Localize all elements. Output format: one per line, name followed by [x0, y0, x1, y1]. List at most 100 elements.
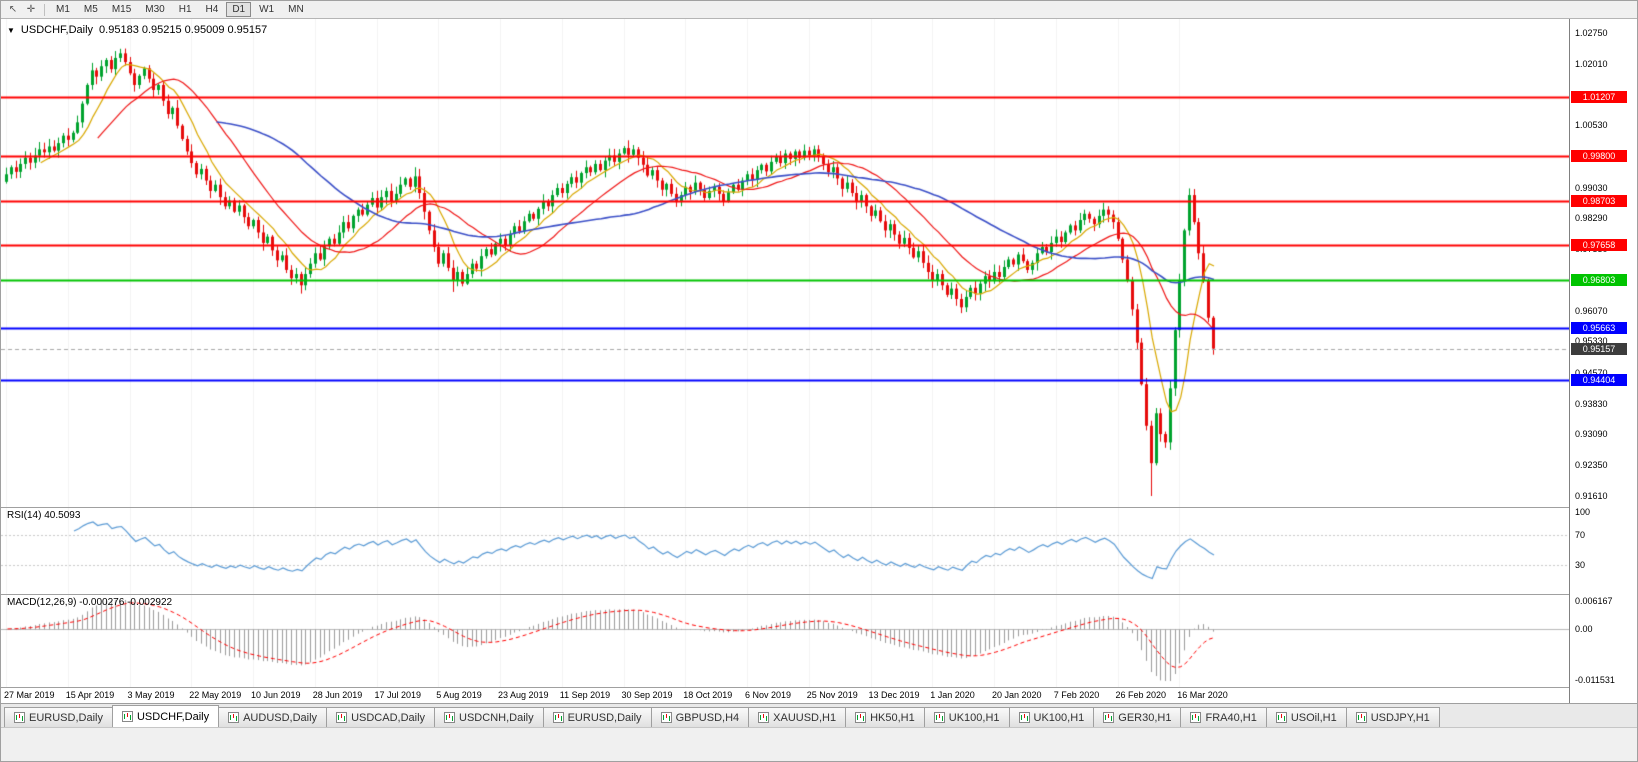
tab-label: FRA40,H1 [1205, 711, 1257, 724]
level-price-tag: 0.94404 [1571, 373, 1627, 386]
chart-icon [1190, 712, 1202, 723]
level-price-tag: 1.01207 [1571, 91, 1627, 104]
rsi-axis-tick: 100 [1575, 507, 1591, 517]
price-axis-tick: 0.92350 [1575, 460, 1608, 471]
timeframe-button-h1[interactable]: H1 [178, 4, 192, 15]
rsi-panel-canvas[interactable] [1, 508, 1569, 594]
chart-tab[interactable]: GER30,H1 [1093, 707, 1182, 727]
level-price-tag: 0.96803 [1571, 274, 1627, 287]
price-axis-tick: 0.95330 [1575, 336, 1608, 347]
price-axis-tick: 1.00530 [1575, 120, 1608, 131]
date-axis-label: 17 Jul 2019 [374, 690, 422, 700]
rsi-axis-tick: 70 [1575, 529, 1586, 540]
chart-symbol-period: USDCHF,Daily [20, 24, 94, 36]
price-axis-tick: 1.02010 [1575, 58, 1608, 69]
date-axis-label: 20 Jan 2020 [992, 690, 1042, 700]
date-axis-label: 5 Aug 2019 [436, 690, 482, 700]
status-bar [1, 727, 1637, 761]
price-axis: 1.027501.020101.012701.005300.990300.982… [1569, 19, 1637, 703]
date-axis-label: 11 Sep 2019 [559, 690, 611, 700]
rsi-label: RSI(14) 40.5093 [7, 510, 81, 521]
chart-tabbar: EURUSD,Daily USDCHF,Daily AUDUSD,Daily USDC… [1, 703, 1637, 727]
chart-tab[interactable]: XAUUSD,H1 [748, 707, 847, 727]
tab-label: USDCHF,Daily [136, 710, 210, 723]
chart-icon [855, 712, 867, 723]
tab-label: UK100,H1 [948, 711, 1000, 724]
chart-region: ▼ USDCHF,Daily 0.95183 0.95215 0.95009 0… [1, 19, 1637, 703]
panel-resize-separator[interactable] [1, 507, 1637, 508]
chart-tab[interactable]: EURUSD,Daily [4, 707, 113, 727]
price-axis-tick: 1.02750 [1575, 28, 1608, 38]
chart-tab[interactable]: USDCAD,Daily [326, 707, 436, 727]
date-axis-label: 13 Dec 2019 [868, 690, 920, 700]
toolbar-icon-group: ↖ ✛ [4, 3, 40, 17]
timeframe-button-m5[interactable]: M5 [83, 4, 98, 15]
date-axis-label: 25 Nov 2019 [806, 690, 858, 700]
tab-label: EURUSD,Daily [29, 711, 103, 724]
macd-panel-canvas[interactable] [1, 595, 1569, 687]
chart-tab[interactable]: USDCHF,Daily [111, 705, 220, 727]
date-axis-label: 23 Aug 2019 [498, 690, 549, 700]
date-axis-label: 1 Jan 2020 [930, 690, 975, 700]
tab-label: HK50,H1 [870, 711, 915, 724]
timeframe-button-d1[interactable]: D1 [226, 2, 252, 17]
price-chart-canvas[interactable] [1, 19, 1569, 507]
macd-axis-tick: -0.011531 [1575, 675, 1615, 686]
chart-icon [14, 712, 25, 723]
price-axis-tick: 0.99030 [1575, 182, 1608, 193]
macd-axis-tick: 0.00 [1575, 623, 1593, 634]
chart-icon [933, 712, 945, 723]
macd-axis-tick: 0.006167 [1575, 596, 1613, 607]
tab-label: XAUUSD,H1 [773, 711, 837, 724]
date-axis-label: 16 Mar 2020 [1177, 690, 1228, 700]
chart-icon [444, 712, 456, 723]
chart-icon [1275, 712, 1287, 723]
timeframe-button-h4[interactable]: H4 [205, 4, 219, 15]
date-axis-label: 3 May 2019 [127, 690, 175, 700]
timeframe-button-m1[interactable]: M1 [56, 4, 70, 15]
timeframe-button-group: M1 M5 M15 M30 H1 H4 D1 W1 MN [49, 2, 311, 17]
date-axis-label: 7 Feb 2020 [1053, 690, 1100, 700]
cursor-icon[interactable]: ↖ [8, 4, 18, 15]
chart-tab[interactable]: UK100,H1 [1008, 707, 1095, 727]
chart-icon [228, 712, 240, 723]
price-axis-tick: 0.98290 [1575, 213, 1608, 224]
date-axis-label: 15 Apr 2019 [65, 690, 115, 700]
chart-tab[interactable]: HK50,H1 [845, 707, 925, 727]
chart-icon [121, 711, 133, 722]
timeframe-button-w1[interactable]: W1 [259, 4, 275, 15]
tab-label: GBPUSD,H4 [675, 711, 740, 724]
tab-label: UK100,H1 [1033, 711, 1085, 724]
date-axis-label: 28 Jun 2019 [312, 690, 363, 700]
chart-tab[interactable]: USOil,H1 [1265, 707, 1347, 727]
level-price-tag: 0.99800 [1571, 149, 1627, 162]
chart-icon [1355, 712, 1367, 723]
price-axis-tick: 0.93830 [1575, 398, 1608, 409]
chart-tab[interactable]: USDCNH,Daily [434, 707, 544, 727]
tab-label: USOil,H1 [1290, 711, 1337, 724]
chart-tab[interactable]: UK100,H1 [923, 707, 1010, 727]
date-axis-label: 22 May 2019 [189, 690, 242, 700]
timeframe-button-mn[interactable]: MN [288, 4, 304, 15]
date-axis-label: 18 Oct 2019 [683, 690, 733, 700]
chart-icon [660, 712, 672, 723]
chart-tab[interactable]: AUDUSD,Daily [218, 707, 328, 727]
chart-tab[interactable]: USDJPY,H1 [1345, 707, 1440, 727]
date-axis-label: 26 Feb 2020 [1115, 690, 1167, 700]
chart-icon [758, 712, 770, 723]
price-axis-tick: 0.91610 [1575, 491, 1608, 501]
chart-tab[interactable]: GBPUSD,H4 [650, 707, 750, 727]
chart-tab[interactable]: EURUSD,Daily [542, 707, 652, 727]
tab-label: AUDUSD,Daily [243, 711, 318, 724]
timeframe-button-m15[interactable]: M15 [111, 4, 132, 15]
timeframe-button-m30[interactable]: M30 [145, 4, 165, 15]
chart-tab[interactable]: FRA40,H1 [1180, 707, 1267, 727]
timeframe-toolbar: ↖ ✛ M1 M5 M15 M30 H1 H4 D1 W1 MN [1, 1, 1637, 19]
current-price-tag: 0.95157 [1571, 342, 1627, 355]
crosshair-icon[interactable]: ✛ [26, 4, 36, 15]
tab-label: EURUSD,Daily [567, 711, 642, 724]
chart-icon [1018, 712, 1030, 723]
panel-resize-separator[interactable] [1, 594, 1637, 595]
toolbar-separator [44, 3, 45, 16]
